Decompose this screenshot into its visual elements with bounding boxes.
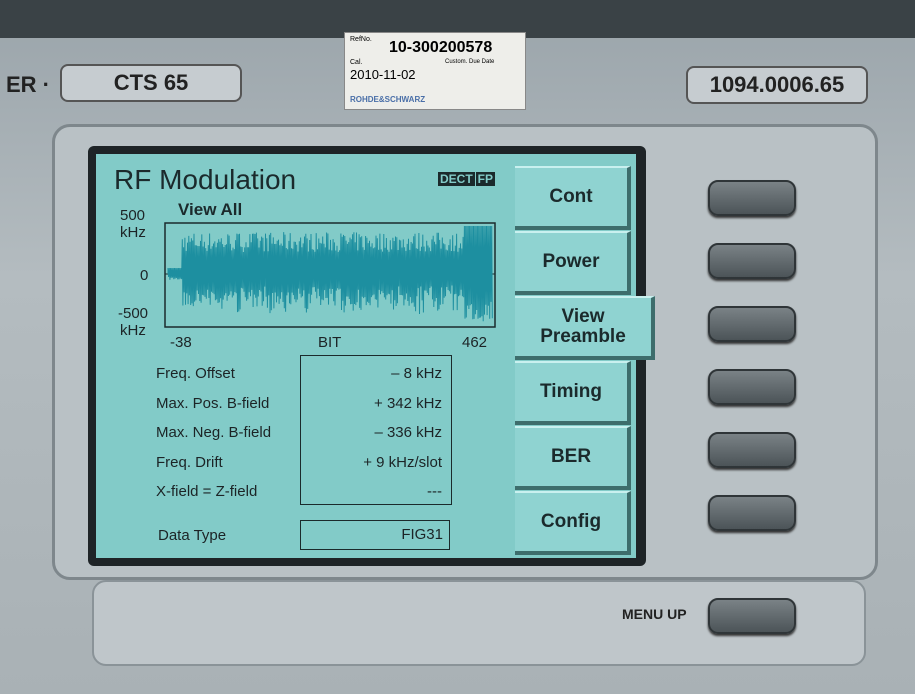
calibration-sticker: RefNo. 10-300200578 Cal. 2010-11-02 Cust… bbox=[344, 32, 526, 110]
measurement-value: – 8 kHz bbox=[391, 365, 442, 382]
y-label: 0 bbox=[140, 267, 149, 284]
waveform-trace bbox=[167, 225, 493, 322]
y-label: kHz bbox=[120, 224, 146, 241]
screen-title: RF Modulation bbox=[114, 164, 297, 195]
measurement-label: Max. Neg. B-field bbox=[156, 424, 272, 441]
hard-button[interactable] bbox=[708, 369, 796, 405]
hard-button[interactable] bbox=[708, 432, 796, 468]
device-label: ER · bbox=[6, 72, 50, 97]
measurement-label: Max. Pos. B-field bbox=[156, 394, 270, 412]
softkey[interactable]: Power bbox=[515, 231, 631, 295]
part-number-plate: 1094.0006.65 bbox=[686, 66, 868, 104]
softkey[interactable]: BER bbox=[515, 426, 631, 490]
mode-fp: FP bbox=[475, 172, 496, 186]
y-label: kHz bbox=[120, 322, 146, 339]
measurement-value: --- bbox=[427, 483, 442, 500]
mode-dect: DECT bbox=[438, 172, 475, 186]
y-label: -500 bbox=[118, 305, 149, 322]
hard-button[interactable] bbox=[708, 306, 796, 342]
menu-up-button[interactable] bbox=[708, 598, 796, 634]
waveform-plot bbox=[164, 222, 496, 328]
due-label: Custom. Due Date bbox=[445, 59, 495, 65]
measurement-label: Freq. Drift bbox=[156, 453, 223, 471]
plot-frame bbox=[164, 222, 496, 328]
menu-up-label: MENU UP bbox=[622, 606, 687, 622]
y-label: 500 bbox=[120, 207, 146, 224]
measurement-label: Freq. Offset bbox=[156, 365, 235, 382]
x-label: -38 bbox=[170, 334, 192, 351]
cal-label: Cal. bbox=[350, 59, 363, 66]
softkey[interactable]: Config bbox=[515, 491, 631, 555]
softkey[interactable]: View Preamble bbox=[515, 296, 655, 360]
ref-label: RefNo. bbox=[350, 36, 372, 43]
data-type-value: FIG31 bbox=[300, 520, 450, 550]
screen-subtitle: View All bbox=[178, 200, 243, 219]
hard-button[interactable] bbox=[708, 243, 796, 279]
measurement-value: + 342 kHz bbox=[374, 394, 442, 412]
values-box bbox=[300, 355, 452, 505]
x-label: BIT bbox=[318, 334, 342, 351]
softkey[interactable]: Timing bbox=[515, 361, 631, 425]
model-plate: CTS 65 bbox=[60, 64, 242, 102]
cal-date: 2010-11-02 bbox=[350, 67, 416, 82]
measurement-label: X-field = Z-field bbox=[156, 483, 258, 500]
measurement-value: – 336 kHz bbox=[374, 424, 442, 441]
ref-number: 10-300200578 bbox=[389, 39, 493, 56]
hard-button[interactable] bbox=[708, 180, 796, 216]
softkey[interactable]: Cont bbox=[515, 166, 631, 230]
brand: ROHDE&SCHWARZ bbox=[350, 95, 426, 104]
hard-button[interactable] bbox=[708, 495, 796, 531]
measurement-value: + 9 kHz/slot bbox=[363, 453, 442, 471]
x-label: 462 bbox=[462, 334, 488, 351]
mode-badge: DECT FP bbox=[438, 172, 496, 186]
top-edge bbox=[0, 0, 915, 38]
data-type-label: Data Type bbox=[158, 527, 227, 544]
